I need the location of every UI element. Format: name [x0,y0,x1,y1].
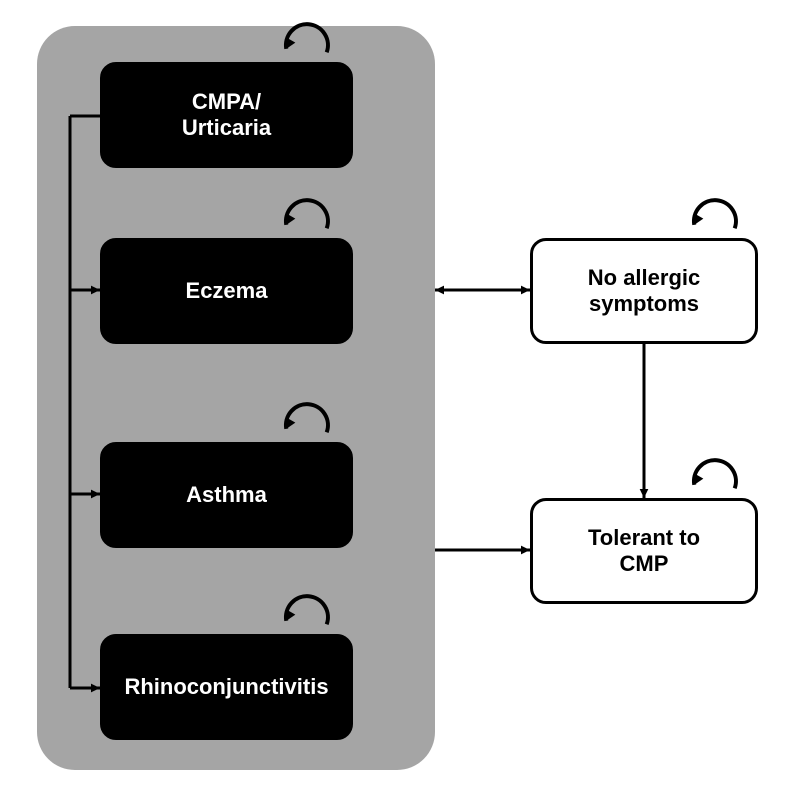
node-cmpa: CMPA/ Urticaria [100,62,353,168]
node-asthma-label: Asthma [186,482,267,508]
node-no-allergic: No allergic symptoms [530,238,758,344]
flowchart-diagram: CMPA/ Urticaria Eczema Asthma Rhinoconju… [0,0,800,794]
node-cmpa-label: CMPA/ Urticaria [182,89,271,142]
node-rhino: Rhinoconjunctivitis [100,634,353,740]
node-asthma: Asthma [100,442,353,548]
node-no-allergic-label: No allergic symptoms [588,265,700,318]
node-eczema: Eczema [100,238,353,344]
node-tolerant-label: Tolerant to CMP [588,525,700,578]
node-rhino-label: Rhinoconjunctivitis [124,674,328,700]
node-eczema-label: Eczema [186,278,268,304]
node-tolerant: Tolerant to CMP [530,498,758,604]
